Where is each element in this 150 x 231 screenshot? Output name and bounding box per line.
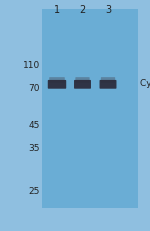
Text: 35: 35: [28, 145, 40, 153]
Text: 3: 3: [105, 5, 111, 15]
Text: 25: 25: [28, 187, 40, 196]
Text: Cyclin F: Cyclin F: [140, 79, 150, 88]
Text: 2: 2: [79, 5, 86, 15]
FancyBboxPatch shape: [48, 80, 66, 89]
Text: 45: 45: [28, 122, 40, 130]
FancyBboxPatch shape: [75, 77, 90, 83]
FancyBboxPatch shape: [74, 80, 91, 89]
FancyBboxPatch shape: [49, 77, 65, 83]
FancyBboxPatch shape: [101, 77, 115, 83]
Text: 1: 1: [54, 5, 60, 15]
Bar: [42, 9, 138, 208]
FancyBboxPatch shape: [100, 80, 116, 89]
Text: 110: 110: [22, 61, 40, 70]
Text: 70: 70: [28, 85, 40, 93]
